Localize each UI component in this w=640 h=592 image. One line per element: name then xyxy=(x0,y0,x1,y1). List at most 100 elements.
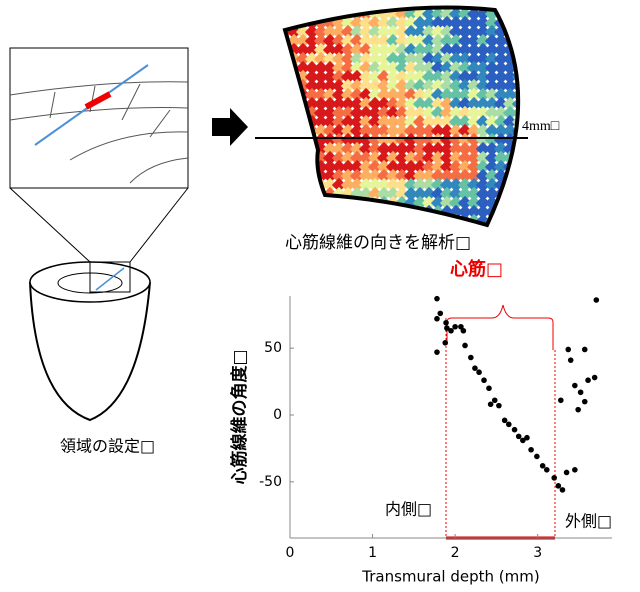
point xyxy=(560,487,566,493)
mosaic-cell xyxy=(521,187,535,201)
mosaic-cell xyxy=(395,214,409,228)
mosaic-cell xyxy=(530,61,544,75)
mosaic-cell xyxy=(305,0,319,12)
point xyxy=(565,347,571,353)
mosaic-cell xyxy=(512,178,526,192)
point xyxy=(476,369,482,375)
mosaic-cell xyxy=(278,160,292,174)
mosaic-cell xyxy=(314,0,328,12)
point xyxy=(496,403,502,409)
mosaic-cell xyxy=(530,232,544,246)
mosaic-cell xyxy=(278,169,292,183)
mosaic-cell xyxy=(314,196,328,210)
x-tick-label: 1 xyxy=(368,545,377,561)
mosaic-cell xyxy=(305,7,319,21)
mosaic-cell xyxy=(278,124,292,138)
mosaic-cell xyxy=(287,169,301,183)
mosaic-cell xyxy=(521,43,535,57)
mosaic-cell xyxy=(278,178,292,192)
point xyxy=(443,320,449,326)
mosaic-cell xyxy=(512,160,526,174)
y-axis-label: 心筋線維の角度□ xyxy=(229,349,250,484)
point xyxy=(472,365,478,371)
point xyxy=(442,340,448,346)
mosaic-cell xyxy=(296,124,310,138)
mosaic-cell xyxy=(341,205,355,219)
mosaic-cell xyxy=(413,214,427,228)
point xyxy=(481,377,487,383)
mosaic-cell xyxy=(521,214,535,228)
x-axis-label: Transmural depth (mm) xyxy=(361,568,539,586)
mosaic-cell xyxy=(494,232,508,246)
mosaic-cell xyxy=(521,61,535,75)
point xyxy=(462,343,468,349)
mosaic-cell xyxy=(512,223,526,237)
point xyxy=(572,467,578,473)
mosaic-cell xyxy=(368,205,382,219)
mosaic-cell xyxy=(521,70,535,84)
mosaic-cell xyxy=(278,142,292,156)
mosaic-cell xyxy=(521,0,535,12)
mosaic-cell xyxy=(404,214,418,228)
arrow xyxy=(212,108,248,146)
point xyxy=(558,397,564,403)
mosaic-cell xyxy=(287,133,301,147)
mosaic-cell xyxy=(512,34,526,48)
mosaic-cell xyxy=(278,151,292,165)
mosaic-cell xyxy=(296,160,310,174)
mosaic-cell xyxy=(530,187,544,201)
mosaic-cell xyxy=(287,205,301,219)
mosaic-cell xyxy=(296,133,310,147)
mosaic-cell xyxy=(287,142,301,156)
mosaic-cell xyxy=(521,232,535,246)
mosaic-cell xyxy=(422,214,436,228)
mosaic-cell xyxy=(521,16,535,30)
mosaic-cell xyxy=(314,205,328,219)
label: 領域の設定□ xyxy=(60,437,155,456)
mosaic-cell xyxy=(278,214,292,228)
point xyxy=(540,463,546,469)
mosaic-cell xyxy=(503,187,517,201)
mosaic-cell xyxy=(530,70,544,84)
mosaic-cell xyxy=(530,223,544,237)
mosaic-cell xyxy=(494,214,508,228)
mosaic-cell xyxy=(296,187,310,201)
mosaic-cell xyxy=(512,205,526,219)
mosaic-cell xyxy=(278,205,292,219)
mosaic-cell xyxy=(530,97,544,111)
mosaic-cell xyxy=(287,124,301,138)
point xyxy=(434,296,440,302)
mosaic-cell xyxy=(521,223,535,237)
mosaic-cell xyxy=(530,178,544,192)
mosaic-cell xyxy=(530,169,544,183)
point xyxy=(564,470,570,476)
point xyxy=(572,383,578,389)
mosaic-cell xyxy=(287,196,301,210)
mosaic-cell xyxy=(503,223,517,237)
mosaic-cell xyxy=(323,214,337,228)
point xyxy=(592,375,598,381)
mosaic-cell xyxy=(503,214,517,228)
mosaic-cell xyxy=(278,70,292,84)
mosaic-cell xyxy=(485,232,499,246)
mosaic-cell xyxy=(296,169,310,183)
mosaic-cell xyxy=(332,214,346,228)
mosaic-cell xyxy=(521,52,535,66)
mosaic-cell xyxy=(521,205,535,219)
mosaic-cell xyxy=(530,25,544,39)
point xyxy=(437,311,443,317)
point xyxy=(452,324,458,330)
proj-line xyxy=(130,188,188,262)
mosaic-cell xyxy=(530,52,544,66)
point xyxy=(506,422,512,428)
mosaic-cell xyxy=(296,196,310,210)
point xyxy=(488,401,494,407)
mosaic-cell xyxy=(368,214,382,228)
label: 心筋線維の向きを解析□ xyxy=(285,233,471,253)
point xyxy=(582,347,588,353)
mosaic-cell xyxy=(530,133,544,147)
mosaic-cell xyxy=(287,7,301,21)
mosaic-cell xyxy=(296,7,310,21)
point xyxy=(528,447,534,453)
mosaic-cell xyxy=(494,223,508,237)
